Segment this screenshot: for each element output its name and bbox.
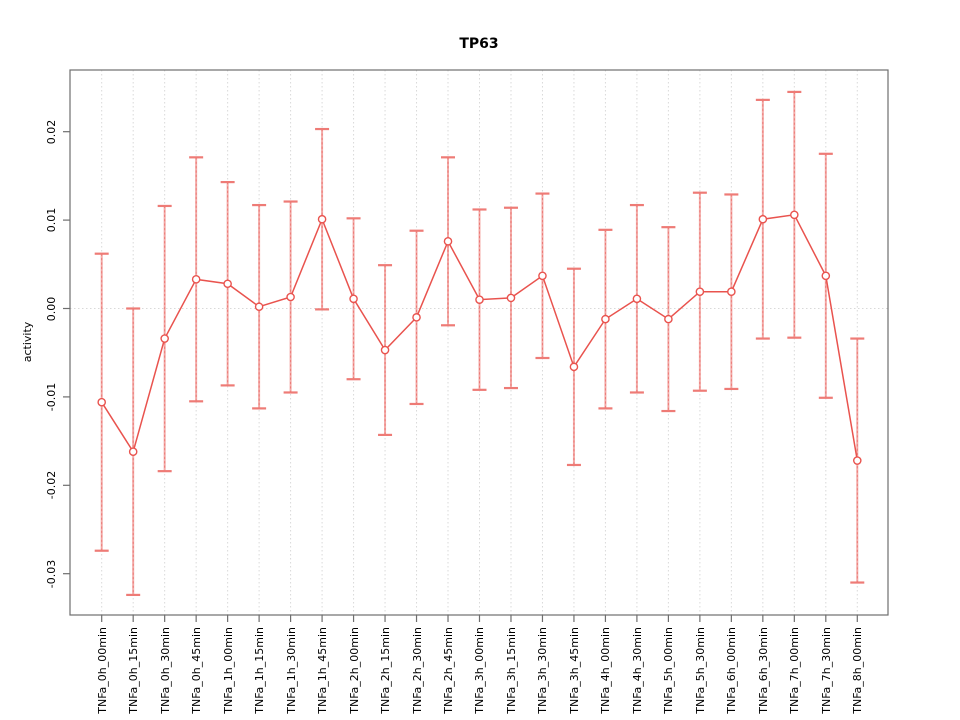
- y-tick-label: 0.02: [45, 119, 58, 144]
- data-point: [380, 345, 390, 355]
- data-point: [475, 295, 484, 304]
- x-tick-label: TNFa_3h_30min: [536, 627, 550, 714]
- x-tick-label: TNFa_2h_00min: [347, 627, 361, 714]
- x-tick-label: TNFa_7h_30min: [819, 627, 833, 714]
- data-point: [758, 214, 768, 224]
- chart-title: TP63: [459, 36, 499, 52]
- x-tick-label: TNFa_5h_00min: [662, 627, 676, 714]
- data-point: [664, 314, 673, 324]
- data-point: [286, 292, 295, 302]
- x-tick-label: TNFa_0h_00min: [95, 627, 109, 714]
- data-point: [412, 313, 421, 322]
- data-point: [160, 334, 169, 343]
- x-tick-label: TNFa_0h_15min: [127, 627, 141, 714]
- x-tick-label: TNFa_1h_45min: [316, 627, 330, 714]
- data-point: [790, 210, 799, 220]
- x-tick-label: TNFa_8h_00min: [851, 627, 865, 714]
- y-tick-label: -0.02: [45, 471, 58, 500]
- data-point: [506, 293, 516, 303]
- data-point: [223, 279, 232, 289]
- data-point: [852, 456, 862, 465]
- x-tick-label: TNFa_0h_45min: [190, 627, 204, 714]
- data-point: [727, 287, 736, 297]
- data-point: [601, 314, 610, 324]
- data-point: [443, 237, 453, 246]
- x-tick-label: TNFa_3h_45min: [567, 627, 581, 714]
- x-tick-label: TNFa_6h_00min: [725, 627, 739, 714]
- x-tick-label: TNFa_4h_30min: [630, 627, 644, 714]
- data-point: [128, 447, 138, 457]
- x-tick-label: TNFa_3h_15min: [504, 627, 518, 714]
- data-point: [821, 271, 831, 281]
- data-point: [317, 214, 327, 224]
- x-tick-label: TNFa_6h_30min: [756, 627, 770, 714]
- x-tick-label: TNFa_2h_30min: [410, 627, 424, 714]
- x-tick-label: TNFa_2h_45min: [442, 627, 455, 714]
- y-tick-label: -0.01: [45, 382, 58, 412]
- data-point: [191, 275, 201, 284]
- x-tick-label: TNFa_1h_30min: [284, 627, 298, 714]
- x-tick-label: TNFa_0h_30min: [158, 627, 172, 714]
- x-tick-label: TNFa_2h_15min: [379, 627, 393, 714]
- data-point: [538, 271, 547, 281]
- y-tick-label: 0.00: [45, 296, 58, 321]
- x-tick-label: TNFa_4h_00min: [599, 627, 613, 714]
- data-point: [569, 362, 579, 372]
- x-tick-label: TNFa_7h_00min: [788, 627, 802, 714]
- data-point: [632, 294, 642, 304]
- x-tick-label: TNFa_1h_00min: [221, 627, 235, 714]
- data-point: [97, 397, 106, 407]
- data-point: [695, 287, 705, 297]
- x-tick-label: TNFa_5h_30min: [693, 627, 707, 714]
- x-tick-label: TNFa_1h_15min: [253, 627, 267, 714]
- y-tick-label: -0.03: [45, 559, 58, 588]
- data-point: [254, 302, 264, 312]
- y-tick-label: 0.01: [45, 207, 58, 233]
- data-point: [349, 294, 358, 304]
- x-tick-label: TNFa_3h_00min: [473, 627, 487, 714]
